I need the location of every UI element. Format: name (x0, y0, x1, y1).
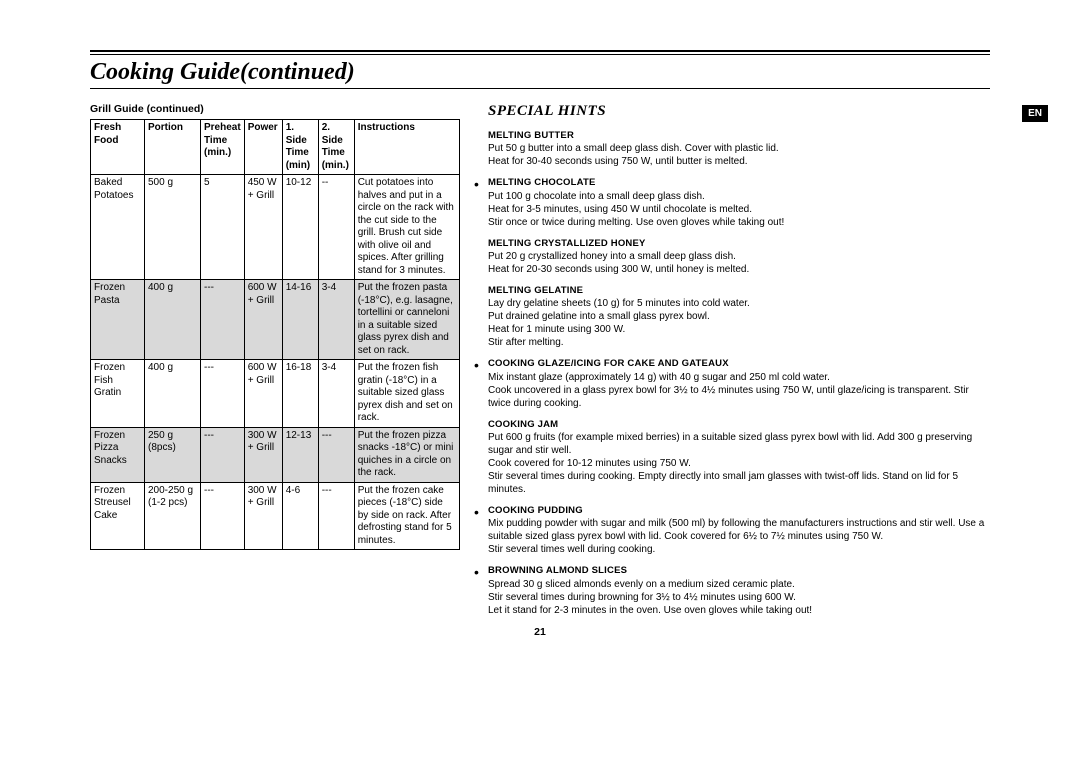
table-cell: 10-12 (282, 175, 318, 280)
table-row: Frozen Streusel Cake200-250 g (1-2 pcs)-… (91, 482, 460, 550)
hint-block: MELTING CRYSTALLIZED HONEYPut 20 g cryst… (488, 238, 990, 276)
right-column: EN SPECIAL HINTS MELTING BUTTERPut 50 g … (488, 103, 990, 626)
rule-bottom (90, 88, 990, 89)
table-cell: 14-16 (282, 280, 318, 360)
hint-body: Lay dry gelatine sheets (10 g) for 5 min… (488, 297, 990, 349)
page: Cooking Guide(continued) Grill Guide (co… (0, 0, 1080, 656)
hint-block: •COOKING PUDDINGMix pudding powder with … (488, 505, 990, 556)
hint-title: BROWNING ALMOND SLICES (488, 565, 990, 577)
hint-title: MELTING CRYSTALLIZED HONEY (488, 238, 990, 250)
table-cell: Put the frozen fish gratin (-18°C) in a … (354, 360, 459, 428)
hint-block: •COOKING GLAZE/ICING FOR CAKE AND GATEAU… (488, 358, 990, 409)
table-cell: Put the frozen cake pieces (-18°C) side … (354, 482, 459, 550)
hint-body: Mix pudding powder with sugar and milk (… (488, 517, 990, 556)
hint-block: MELTING GELATINELay dry gelatine sheets … (488, 285, 990, 349)
grill-table: Fresh Food Portion Preheat Time (min.) P… (90, 119, 460, 550)
columns: Grill Guide (continued) Fresh Food Porti… (90, 103, 990, 626)
table-cell: 400 g (145, 360, 201, 428)
hint-title: COOKING GLAZE/ICING FOR CAKE AND GATEAUX (488, 358, 990, 370)
bullet-icon: • (474, 505, 479, 519)
table-cell: 3-4 (318, 280, 354, 360)
th-power: Power (244, 120, 282, 175)
table-cell: --- (201, 482, 245, 550)
table-cell: Frozen Pasta (91, 280, 145, 360)
table-row: Frozen Fish Gratin400 g---600 W + Grill1… (91, 360, 460, 428)
hint-body: Spread 30 g sliced almonds evenly on a m… (488, 578, 990, 617)
table-cell: 600 W + Grill (244, 360, 282, 428)
table-cell: 12-13 (282, 427, 318, 482)
table-cell: 200-250 g (1-2 pcs) (145, 482, 201, 550)
hint-title: COOKING PUDDING (488, 505, 990, 517)
hint-title: MELTING BUTTER (488, 130, 990, 142)
table-cell: Put the frozen pizza snacks -18°C) or mi… (354, 427, 459, 482)
table-cell: 400 g (145, 280, 201, 360)
table-row: Frozen Pasta400 g---600 W + Grill14-163-… (91, 280, 460, 360)
bullet-icon: • (474, 565, 479, 579)
hints-list: MELTING BUTTERPut 50 g butter into a sma… (488, 130, 990, 617)
table-cell: 4-6 (282, 482, 318, 550)
table-cell: --- (201, 280, 245, 360)
table-cell: 5 (201, 175, 245, 280)
table-cell: 3-4 (318, 360, 354, 428)
table-cell: 16-18 (282, 360, 318, 428)
table-header-row: Fresh Food Portion Preheat Time (min.) P… (91, 120, 460, 175)
hint-body: Put 50 g butter into a small deep glass … (488, 142, 990, 168)
table-cell: --- (318, 427, 354, 482)
grill-guide-heading: Grill Guide (continued) (90, 103, 460, 115)
rule-top (90, 50, 990, 55)
special-hints-heading: SPECIAL HINTS (488, 103, 990, 120)
table-cell: --- (201, 360, 245, 428)
page-number: 21 (0, 626, 1080, 638)
table-cell: 450 W + Grill (244, 175, 282, 280)
table-cell: 250 g (8pcs) (145, 427, 201, 482)
th-side2: 2. Side Time (min.) (318, 120, 354, 175)
table-row: Baked Potatoes500 g5450 W + Grill10-12--… (91, 175, 460, 280)
th-instructions: Instructions (354, 120, 459, 175)
th-food: Fresh Food (91, 120, 145, 175)
table-cell: -- (318, 175, 354, 280)
hint-title: MELTING GELATINE (488, 285, 990, 297)
table-cell: 600 W + Grill (244, 280, 282, 360)
th-side1: 1. Side Time (min) (282, 120, 318, 175)
hint-block: MELTING BUTTERPut 50 g butter into a sma… (488, 130, 990, 168)
language-tab: EN (1022, 105, 1048, 122)
table-cell: --- (201, 427, 245, 482)
th-preheat: Preheat Time (min.) (201, 120, 245, 175)
left-column: Grill Guide (continued) Fresh Food Porti… (90, 103, 460, 626)
hint-body: Put 100 g chocolate into a small deep gl… (488, 190, 990, 229)
table-cell: --- (318, 482, 354, 550)
page-title: Cooking Guide(continued) (90, 59, 990, 86)
table-cell: Put the frozen pasta (-18°C), e.g. lasag… (354, 280, 459, 360)
table-cell: 500 g (145, 175, 201, 280)
hint-block: •BROWNING ALMOND SLICESSpread 30 g slice… (488, 565, 990, 616)
table-cell: Frozen Streusel Cake (91, 482, 145, 550)
table-cell: 300 W + Grill (244, 427, 282, 482)
table-row: Frozen Pizza Snacks250 g (8pcs)---300 W … (91, 427, 460, 482)
th-portion: Portion (145, 120, 201, 175)
hint-body: Put 20 g crystallized honey into a small… (488, 250, 990, 276)
hint-body: Put 600 g fruits (for example mixed berr… (488, 431, 990, 496)
hint-title: MELTING CHOCOLATE (488, 177, 990, 189)
hint-block: •MELTING CHOCOLATEPut 100 g chocolate in… (488, 177, 990, 228)
bullet-icon: • (474, 358, 479, 372)
table-cell: Baked Potatoes (91, 175, 145, 280)
hint-body: Mix instant glaze (approximately 14 g) w… (488, 371, 990, 410)
table-cell: Frozen Pizza Snacks (91, 427, 145, 482)
table-cell: Cut potatoes into halves and put in a ci… (354, 175, 459, 280)
hint-title: COOKING JAM (488, 419, 990, 431)
bullet-icon: • (474, 177, 479, 191)
table-cell: Frozen Fish Gratin (91, 360, 145, 428)
table-cell: 300 W + Grill (244, 482, 282, 550)
hint-block: COOKING JAMPut 600 g fruits (for example… (488, 419, 990, 496)
